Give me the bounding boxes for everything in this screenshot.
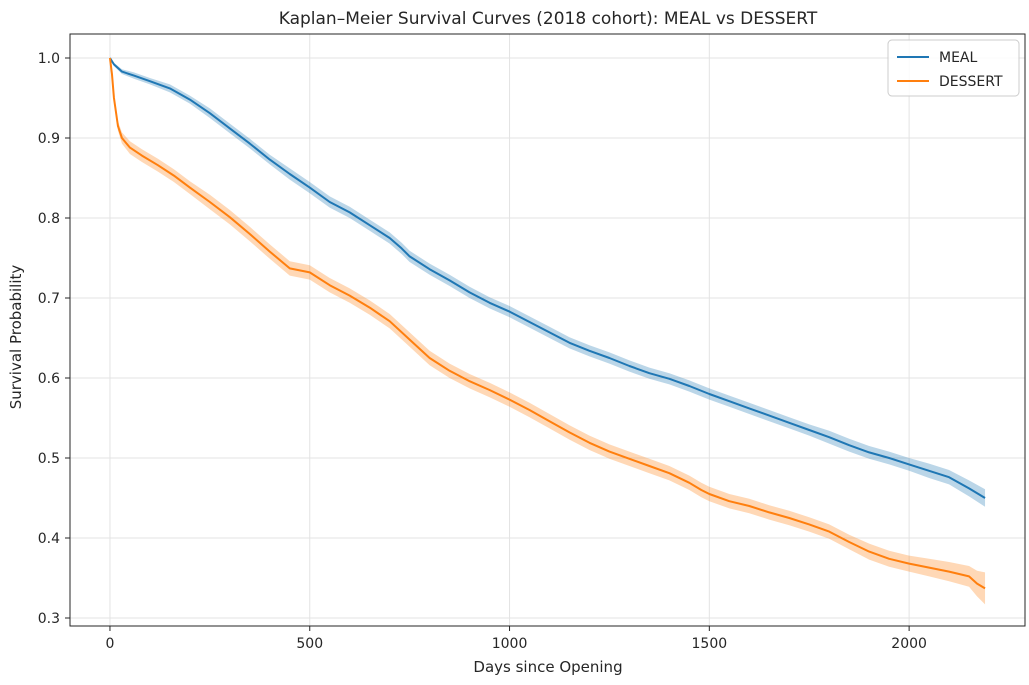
x-tick-label: 500: [296, 636, 323, 652]
meal-series-line: [109, 57, 986, 499]
confidence-band-layer: [109, 58, 986, 605]
x-tick-label: 1500: [692, 636, 728, 652]
y-tick-label: 1.0: [38, 51, 60, 67]
y-tick-label: 0.5: [38, 451, 60, 467]
y-tick-label: 0.6: [38, 371, 60, 387]
y-tick-label: 0.3: [38, 611, 60, 627]
y-tick-label: 0.4: [38, 531, 60, 547]
chart-title: Kaplan–Meier Survival Curves (2018 cohor…: [279, 9, 818, 29]
x-tick-label: 0: [105, 636, 114, 652]
y-tick-label: 0.7: [38, 291, 60, 307]
legend: MEAL DESSERT: [887, 39, 1020, 97]
plot-frame: [69, 33, 1026, 627]
x-tick-label: 2000: [891, 636, 927, 652]
x-tick-label: 1000: [492, 636, 528, 652]
series-line-layer: [108, 57, 986, 590]
meal-confidence-band: [109, 58, 986, 507]
y-tick-label: 0.8: [38, 211, 60, 227]
tick-layer: 0 500 1000 1500 2000 0.3 0.4 0.5 0.6 0.7 0.8 0.9 1.0: [38, 51, 927, 652]
y-tick-label: 0.9: [38, 131, 60, 147]
dessert-series-line: [108, 57, 986, 590]
meal-legend-label: MEAL: [939, 50, 978, 66]
x-axis-label: Days since Opening: [473, 658, 622, 676]
grid-layer: [70, 34, 1025, 626]
dessert-legend-label: DESSERT: [939, 74, 1003, 90]
y-axis-label: Survival Probability: [7, 265, 25, 410]
